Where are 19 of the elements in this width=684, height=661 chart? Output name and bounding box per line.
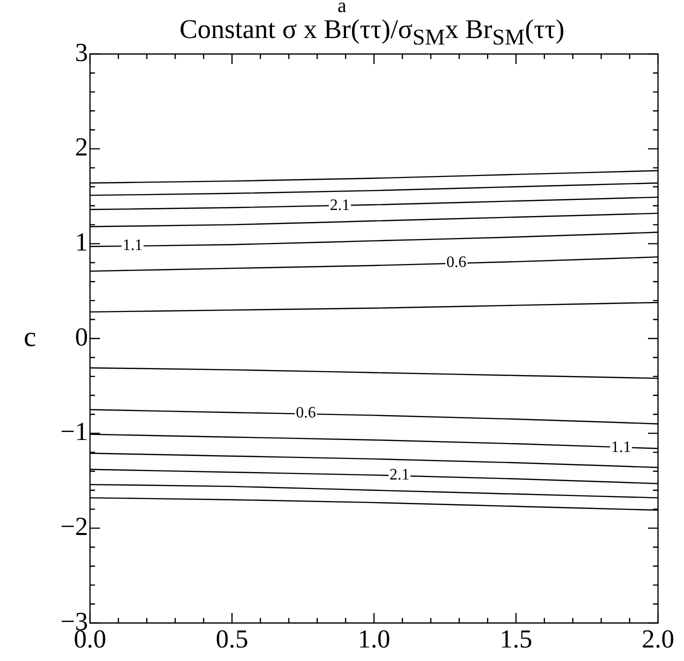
x-tick-label: 1.5 <box>500 624 532 654</box>
y-tick-label: 2 <box>75 132 88 162</box>
x-tick-label: 2.0 <box>642 624 674 654</box>
y-tick-label: 1 <box>75 227 88 256</box>
y-tick-label: −1 <box>60 417 88 446</box>
y-tick-label: 3 <box>75 38 88 67</box>
x-tick-label: 0.5 <box>216 624 248 654</box>
annotation: 1.1 <box>611 438 632 456</box>
annotation: 0.6 <box>296 404 316 422</box>
annotation: 1.1 <box>122 236 143 254</box>
annotation: 0.6 <box>446 254 466 271</box>
annotation: 2.1 <box>390 466 410 484</box>
y-axis-title: c <box>24 322 36 353</box>
annotation: 2.1 <box>330 196 350 214</box>
y-tick-label: −2 <box>60 512 88 541</box>
chart-title: Constant σ x Br(ττ)/σ$_{SM}$x Br$_{SM}$(ττ) <box>179 14 565 50</box>
x-tick-label: 1.0 <box>358 624 390 654</box>
x-axis-title: a <box>338 0 346 17</box>
y-tick-label: 0 <box>75 322 88 352</box>
